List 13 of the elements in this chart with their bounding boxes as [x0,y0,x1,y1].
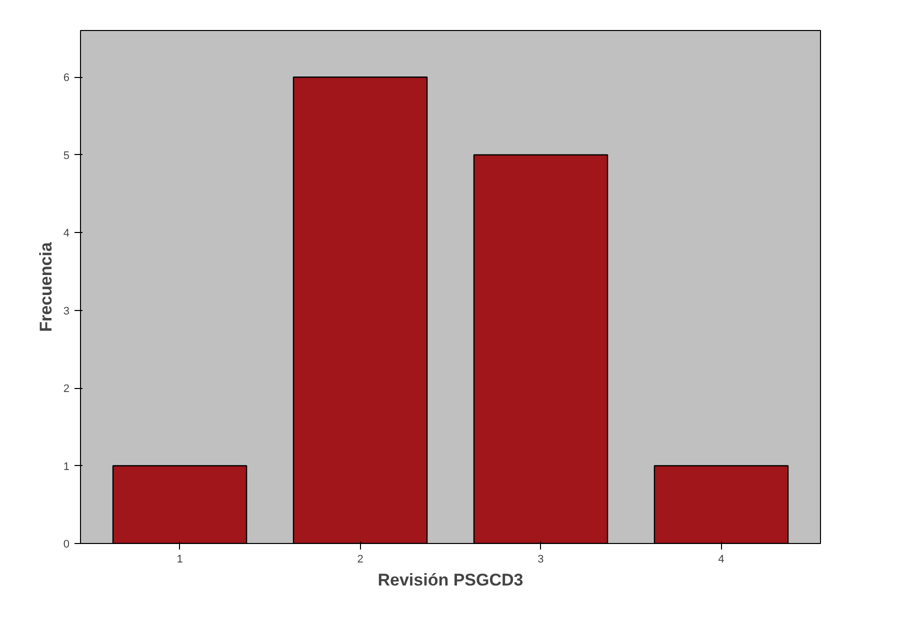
y-tick-label: 5 [63,150,70,162]
x-tick-label: 4 [718,554,724,566]
x-axis-title: Revisión PSGCD3 [378,570,524,590]
y-tick-label: 2 [63,383,70,396]
y-tick-label: 0 [63,538,70,550]
x-tick-label: 2 [357,554,364,566]
x-tick-label: 3 [538,554,544,566]
x-tick-label: 1 [176,554,183,566]
y-tick-label: 1 [63,460,70,473]
y-tick-label: 4 [63,228,70,240]
y-axis-title: Frecuencia [36,242,56,332]
y-tick-label: 3 [63,305,70,318]
y-tick-label: 6 [63,72,70,84]
